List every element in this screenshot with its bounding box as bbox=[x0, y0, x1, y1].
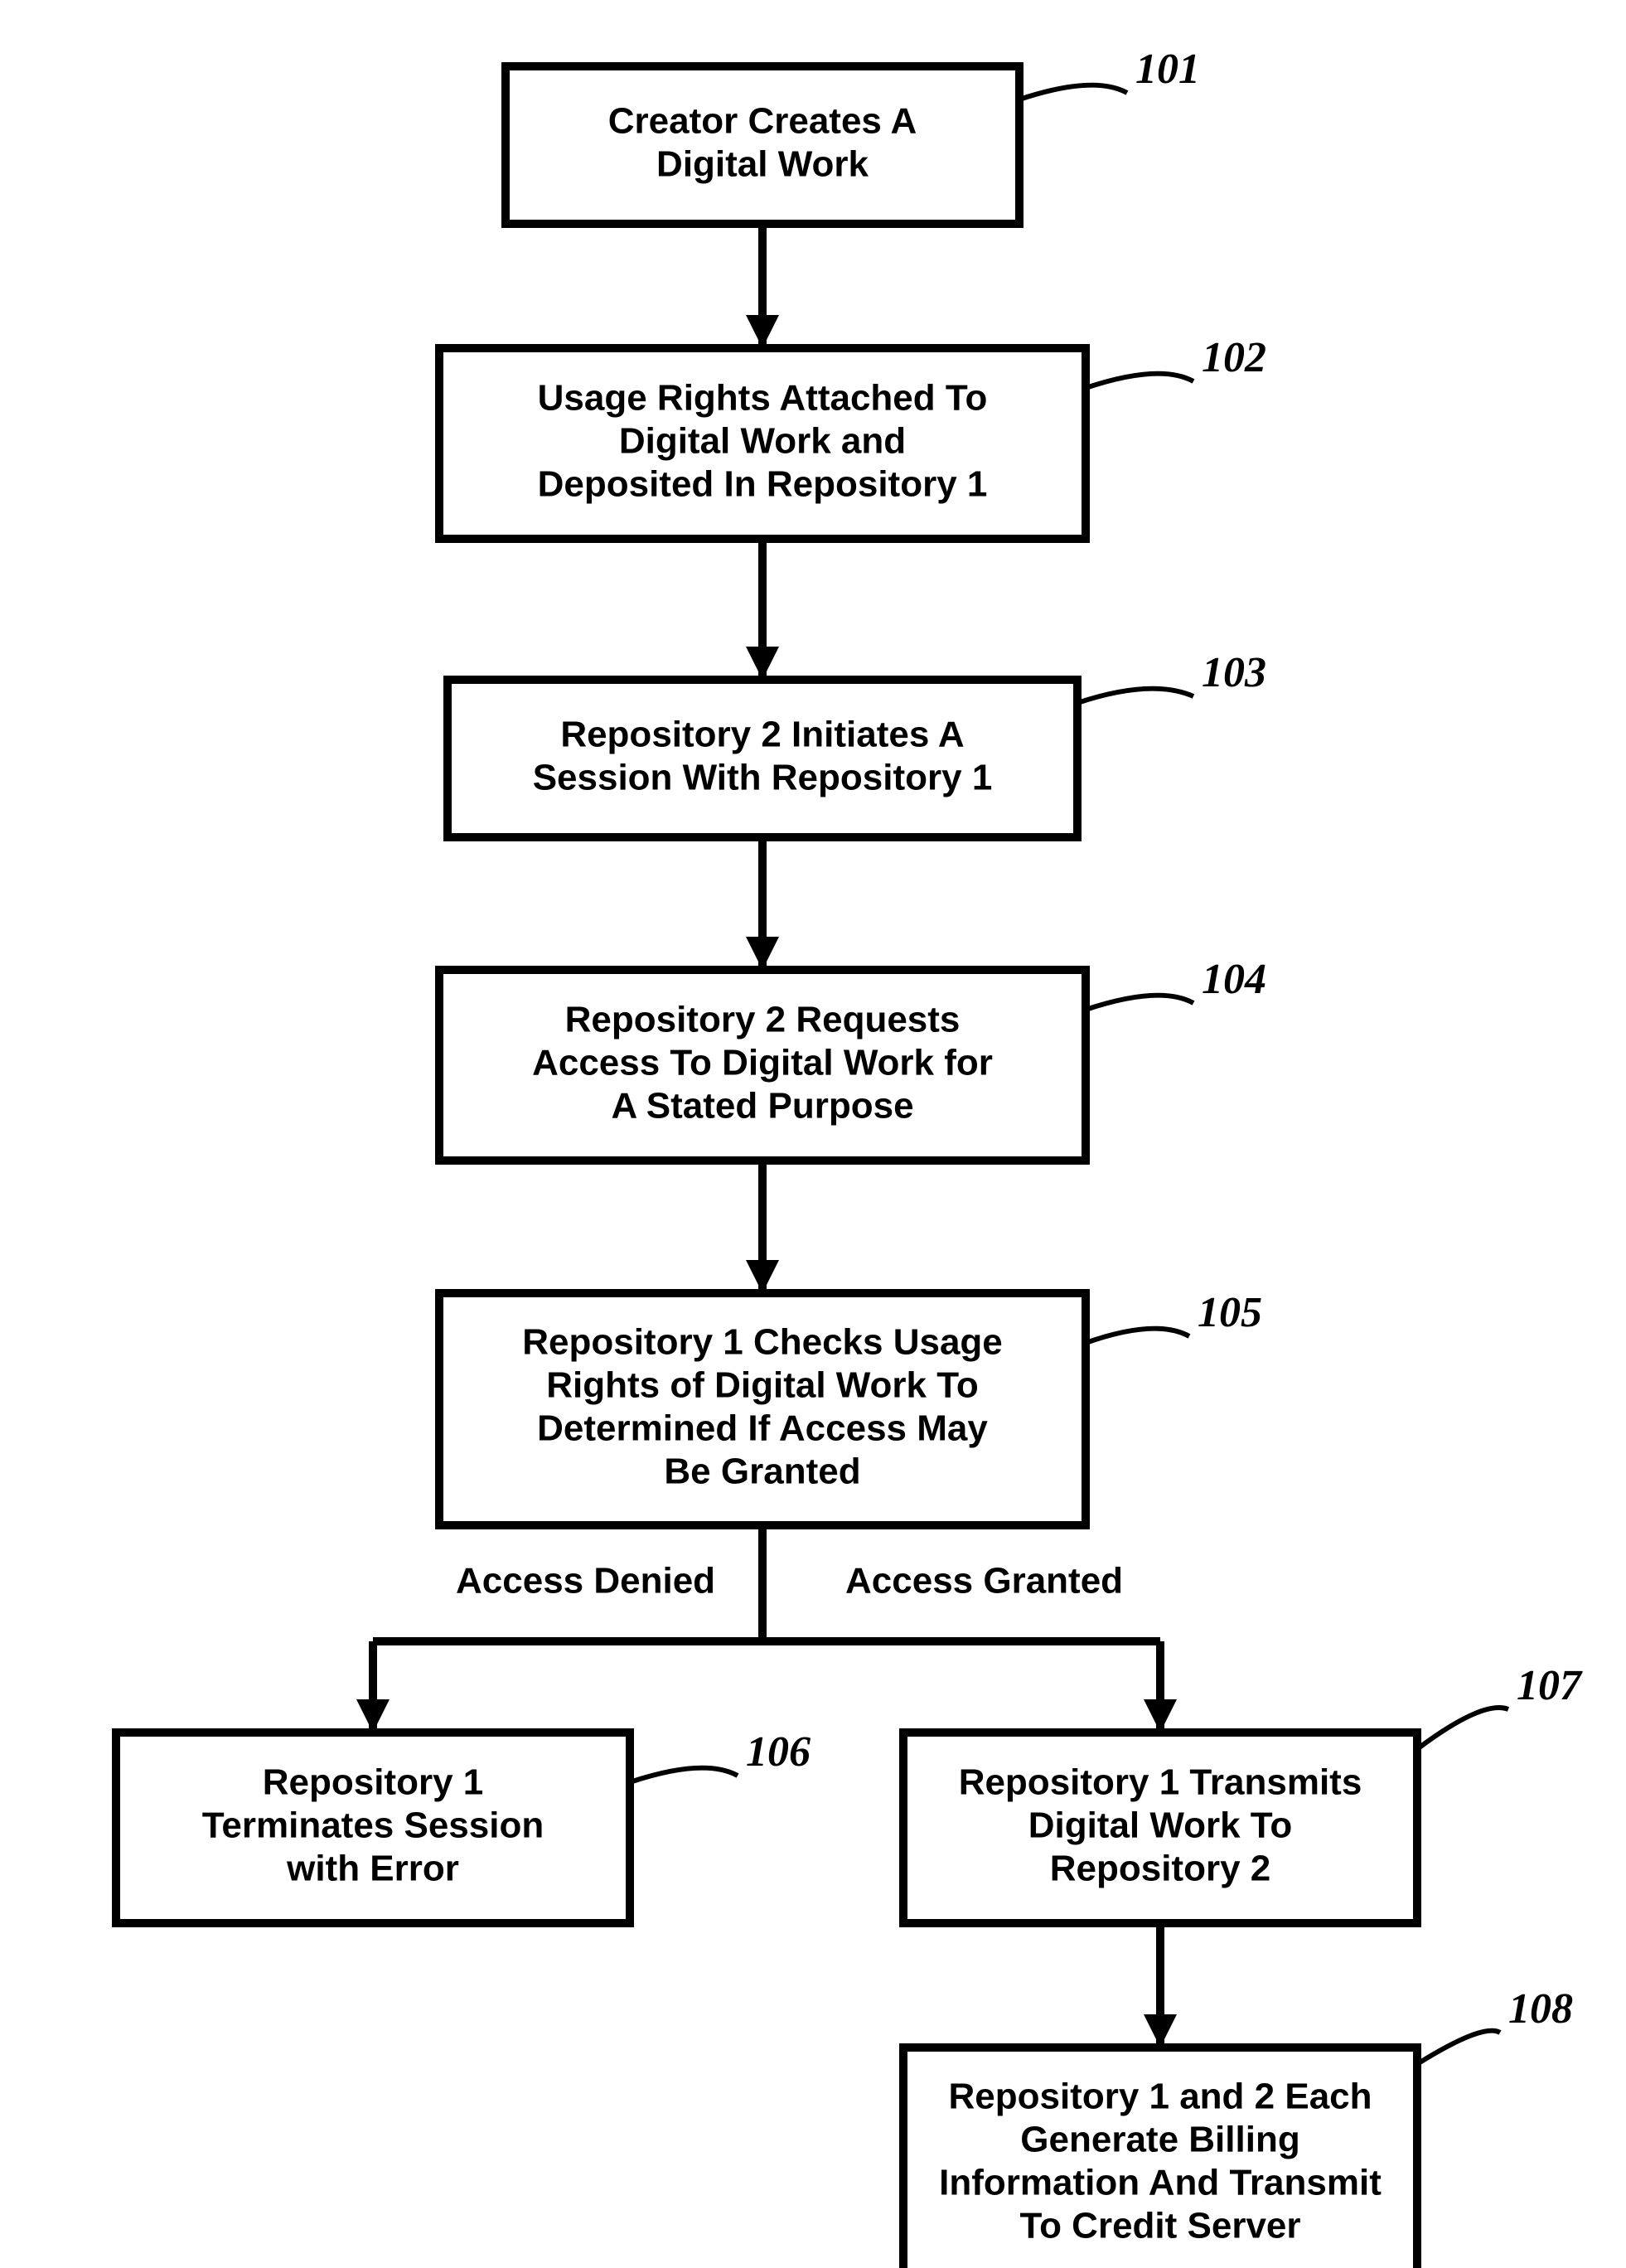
flow-node-label: Repository 1 Checks Usage bbox=[522, 1322, 1003, 1363]
flow-node-label: Repository 2 Initiates A bbox=[560, 715, 964, 755]
flow-node-label: Be Granted bbox=[664, 1451, 860, 1492]
flow-node-n107: Repository 1 TransmitsDigital Work ToRep… bbox=[903, 1732, 1417, 1923]
flow-node-label: Repository 2 Requests bbox=[565, 1000, 961, 1040]
flow-node-label: Session With Repository 1 bbox=[533, 758, 993, 798]
flow-node-label: Determined If Access May bbox=[537, 1408, 988, 1449]
flow-node-n101: Creator Creates ADigital Work bbox=[506, 66, 1019, 224]
ref-label: 102 bbox=[1202, 334, 1266, 381]
ref-leader bbox=[1417, 2031, 1500, 2064]
ref-leader bbox=[1086, 996, 1193, 1010]
flow-node-label: Information And Transmit bbox=[939, 2163, 1382, 2203]
ref-label: 103 bbox=[1202, 649, 1266, 696]
flow-node-label: Repository 1 and 2 Each bbox=[948, 2077, 1372, 2117]
edge-label: Access Granted bbox=[845, 1561, 1123, 1602]
flow-node-label: Rights of Digital Work To bbox=[546, 1365, 978, 1406]
flow-node-label: Digital Work bbox=[656, 144, 869, 185]
flow-node-n106: Repository 1Terminates Sessionwith Error bbox=[116, 1732, 630, 1923]
edge-label: Access Denied bbox=[456, 1561, 715, 1602]
flow-node-label: A Stated Purpose bbox=[611, 1086, 913, 1127]
flow-node-label: Deposited In Repository 1 bbox=[538, 464, 988, 505]
ref-label: 107 bbox=[1517, 1662, 1583, 1709]
flow-node-n103: Repository 2 Initiates ASession With Rep… bbox=[448, 680, 1077, 837]
ref-leader bbox=[1019, 85, 1127, 99]
flow-node-label: Repository 1 bbox=[263, 1762, 484, 1803]
flow-node-label: Digital Work To bbox=[1028, 1805, 1293, 1846]
flow-node-n102: Usage Rights Attached ToDigital Work and… bbox=[439, 348, 1086, 539]
flow-node-label: Creator Creates A bbox=[608, 101, 917, 142]
ref-label: 101 bbox=[1135, 46, 1200, 93]
flow-node-label: Terminates Session bbox=[202, 1805, 544, 1846]
ref-leader bbox=[1086, 374, 1193, 388]
flow-node-n105: Repository 1 Checks UsageRights of Digit… bbox=[439, 1293, 1086, 1525]
flow-node-label: Repository 2 bbox=[1050, 1849, 1271, 1889]
flow-node-n104: Repository 2 RequestsAccess To Digital W… bbox=[439, 970, 1086, 1161]
flow-node-n108: Repository 1 and 2 EachGenerate BillingI… bbox=[903, 2048, 1417, 2268]
flow-node-label: with Error bbox=[286, 1849, 459, 1889]
flow-node-label: To Credit Server bbox=[1019, 2206, 1300, 2246]
ref-label: 104 bbox=[1202, 956, 1266, 1003]
ref-label: 105 bbox=[1198, 1289, 1262, 1336]
flow-node-label: Generate Billing bbox=[1020, 2120, 1299, 2160]
ref-leader bbox=[1077, 689, 1193, 703]
ref-label: 108 bbox=[1508, 1985, 1573, 2033]
flow-node-label: Access To Digital Work for bbox=[532, 1043, 993, 1083]
flow-node-label: Digital Work and bbox=[619, 421, 906, 462]
ref-leader bbox=[630, 1768, 738, 1782]
flowchart: Creator Creates ADigital Work Usage Right… bbox=[0, 0, 1626, 2268]
ref-leader bbox=[1086, 1329, 1189, 1343]
flow-node-label: Repository 1 Transmits bbox=[959, 1762, 1362, 1803]
flow-node-label: Usage Rights Attached To bbox=[538, 378, 988, 419]
ref-label: 106 bbox=[746, 1728, 811, 1776]
ref-leader bbox=[1417, 1708, 1508, 1749]
